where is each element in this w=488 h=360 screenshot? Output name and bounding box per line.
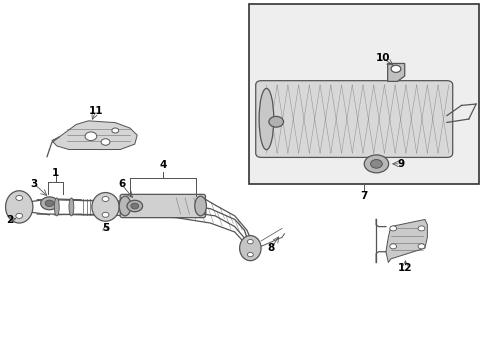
Ellipse shape [259,88,273,150]
Ellipse shape [5,191,33,223]
Polygon shape [385,220,427,262]
Ellipse shape [119,196,131,216]
Text: 11: 11 [88,106,103,116]
Circle shape [370,159,382,168]
Ellipse shape [54,198,59,216]
Ellipse shape [41,197,58,210]
Circle shape [45,200,54,207]
Text: 10: 10 [375,53,389,63]
Ellipse shape [127,200,142,212]
Text: 4: 4 [159,159,166,170]
Ellipse shape [194,196,206,216]
Polygon shape [52,121,137,149]
Text: 12: 12 [397,263,412,273]
Bar [249,4,478,184]
Ellipse shape [268,116,283,127]
Polygon shape [387,63,404,81]
Circle shape [102,212,109,217]
Ellipse shape [239,235,261,261]
Circle shape [131,203,139,209]
Ellipse shape [69,198,74,216]
Ellipse shape [364,155,388,173]
Circle shape [85,132,97,140]
Circle shape [389,226,396,231]
Text: 5: 5 [102,223,109,233]
Circle shape [101,139,110,145]
Text: 7: 7 [360,191,367,201]
Text: 2: 2 [6,215,13,225]
Circle shape [102,197,109,202]
Circle shape [247,239,253,244]
Circle shape [417,226,424,231]
FancyBboxPatch shape [255,81,452,157]
Text: 9: 9 [396,159,404,169]
Circle shape [389,244,396,249]
Circle shape [390,65,400,72]
Ellipse shape [92,193,119,221]
Circle shape [112,128,119,133]
Circle shape [247,252,253,257]
Text: 3: 3 [30,179,38,189]
Circle shape [417,244,424,249]
Circle shape [16,213,22,219]
Circle shape [16,195,22,201]
Text: 8: 8 [267,243,274,253]
Text: 1: 1 [52,168,60,178]
FancyBboxPatch shape [120,194,205,218]
Text: 6: 6 [118,179,125,189]
